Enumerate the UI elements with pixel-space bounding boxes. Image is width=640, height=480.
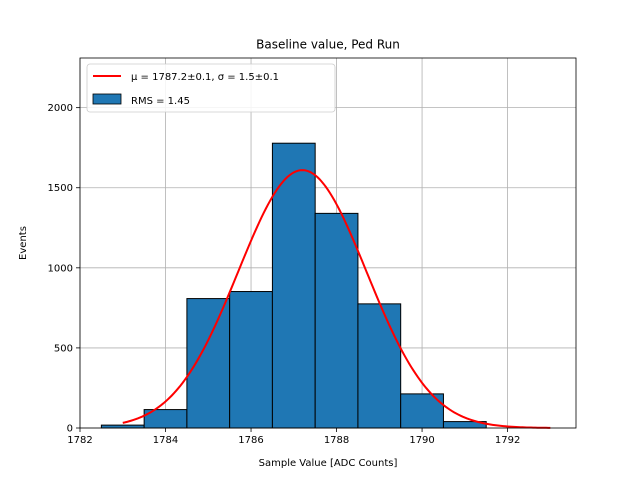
x-axis-title: Sample Value [ADC Counts]: [259, 458, 398, 469]
x-tick-label: 1788: [324, 435, 349, 446]
histogram-bar: [357, 303, 402, 429]
x-tick-label: 1784: [153, 435, 178, 446]
x-tick-label: 1786: [238, 435, 263, 446]
x-tick-label: 1782: [67, 435, 92, 446]
legend-box: [86, 63, 336, 113]
histogram-bar: [100, 424, 145, 429]
y-tick-label: 1000: [48, 263, 73, 274]
x-axis: 1782 1784 1786 1788 1790 1792: [67, 428, 520, 446]
y-tick-label: 0: [67, 424, 73, 435]
histogram-bar: [271, 142, 316, 429]
legend: μ = 1787.2±0.1, σ = 1.5±0.1 RMS = 1.45: [86, 63, 336, 113]
gaussian-fit-curve: [122, 169, 551, 429]
y-tick-label: 500: [54, 343, 73, 354]
y-tick-label: 2000: [48, 103, 73, 114]
chart-title: Baseline value, Ped Run: [256, 38, 400, 52]
legend-rms-swatch: [92, 93, 122, 105]
y-axis: 0 500 1000 1500 2000: [48, 103, 80, 435]
x-tick-label: 1790: [409, 435, 434, 446]
x-tick-label: 1792: [495, 435, 520, 446]
plot-frame: [79, 57, 577, 429]
histogram-bar: [186, 298, 231, 429]
y-tick-label: 1500: [48, 183, 73, 194]
histogram-bar: [314, 212, 359, 429]
fit-curve-layer: [122, 169, 551, 429]
histogram-bar: [229, 291, 273, 429]
legend-rms-label: RMS = 1.45: [131, 96, 190, 107]
y-axis-title: Events: [18, 226, 29, 260]
legend-fit-label: μ = 1787.2±0.1, σ = 1.5±0.1: [131, 72, 279, 83]
